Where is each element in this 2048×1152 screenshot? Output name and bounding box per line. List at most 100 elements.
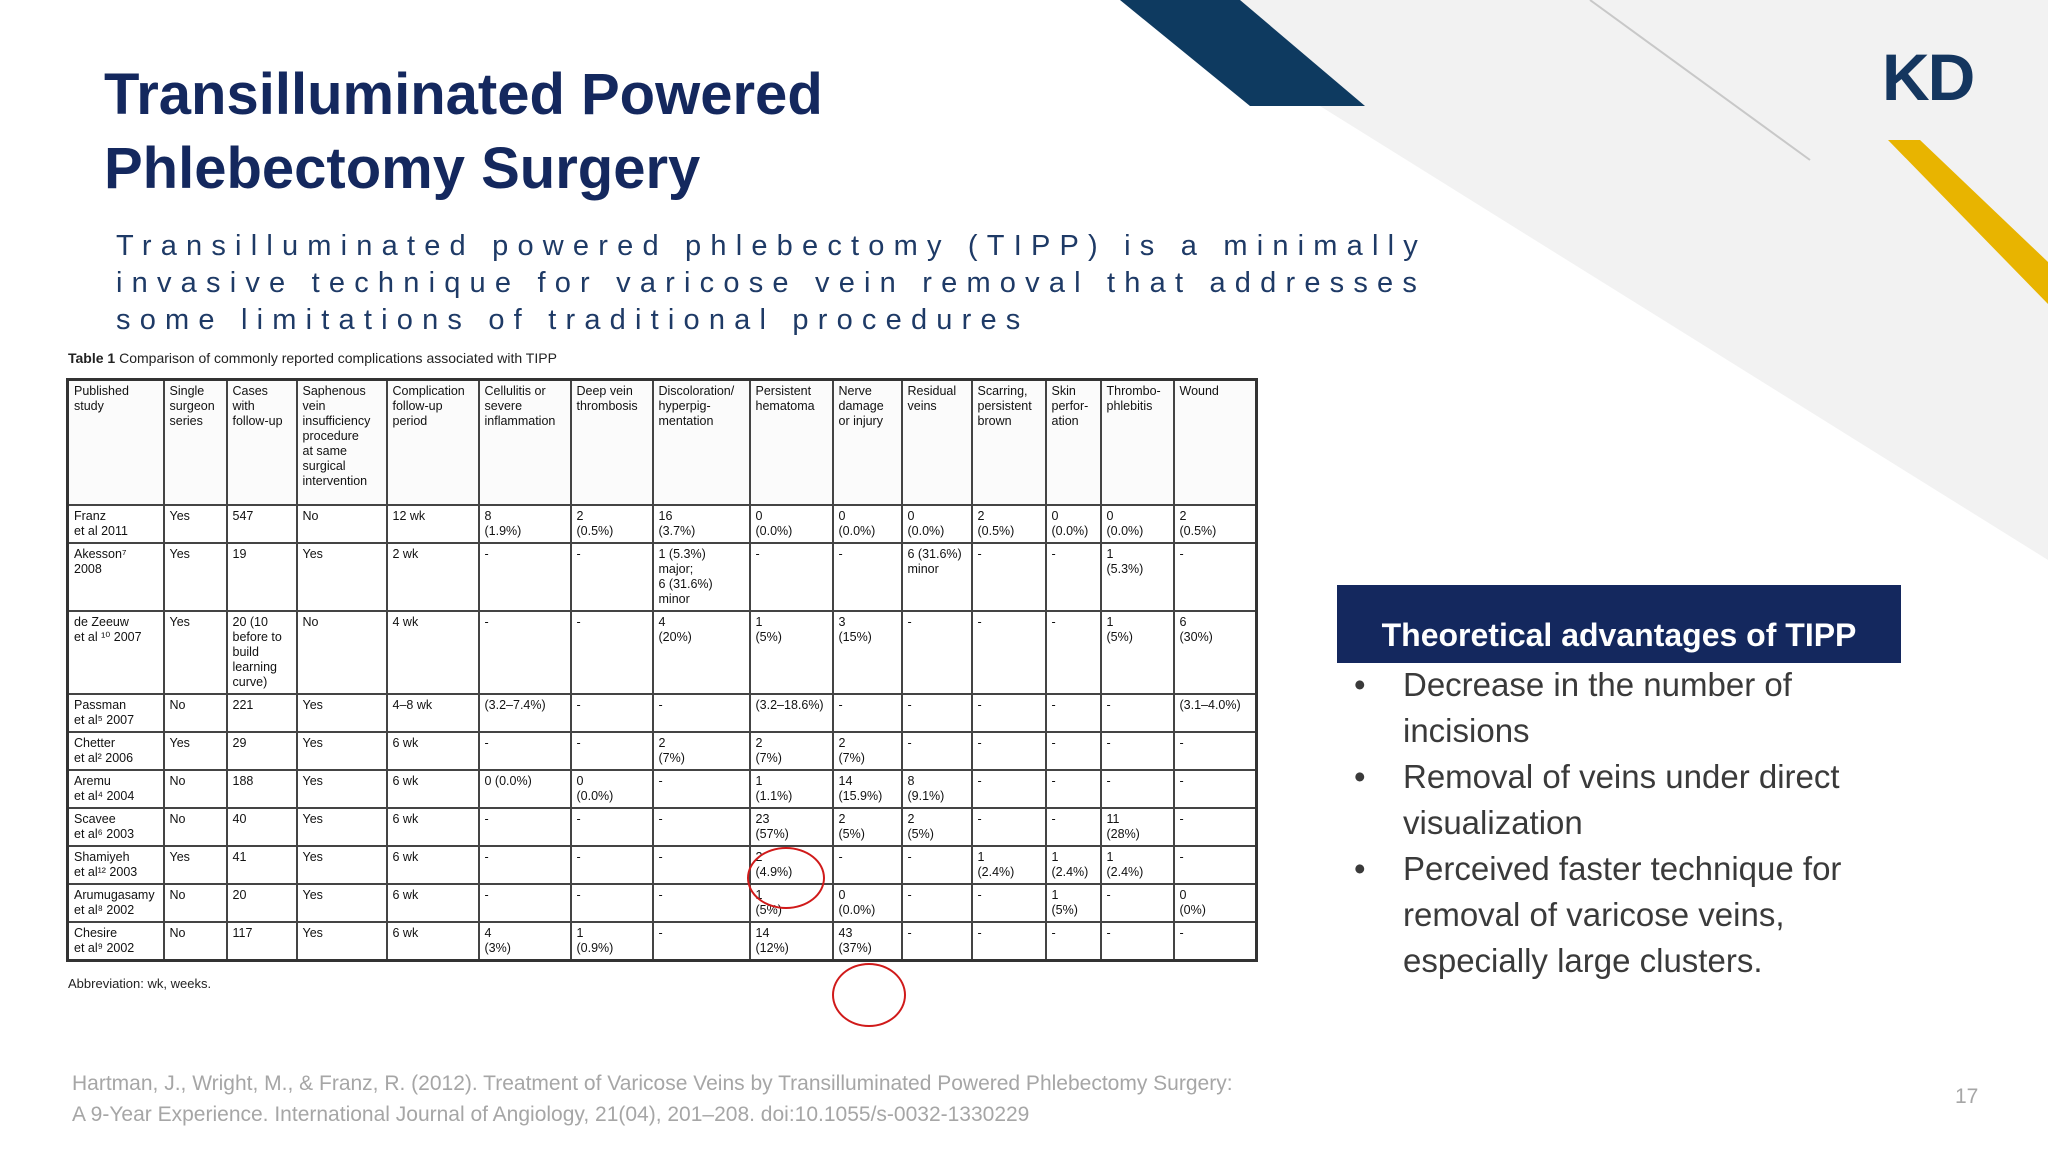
table-cell: - <box>1099 883 1175 923</box>
table-cell: Aremu et al⁴ 2004 <box>66 769 165 809</box>
table-cell: de Zeeuw et al ¹⁰ 2007 <box>66 610 165 695</box>
table-cell: 2 (5%) <box>831 807 903 847</box>
table-cell: - <box>569 542 654 612</box>
table-cell: No <box>295 610 388 695</box>
citation-line-2: A 9-Year Experience. International Journ… <box>72 1103 1030 1126</box>
table-cell: - <box>748 542 834 612</box>
advantage-text: Perceived faster technique for removal o… <box>1403 850 1842 979</box>
table-cell: - <box>831 542 903 612</box>
table-cell: Yes <box>295 769 388 809</box>
table-cell: Shamiyeh et al¹² 2003 <box>66 845 165 885</box>
table-cell: 23 (57%) <box>748 807 834 847</box>
table-cell: Yes <box>162 542 228 612</box>
table-cell: Yes <box>295 731 388 771</box>
table-cell: 0 (0.0%) <box>748 504 834 544</box>
table-cell: 6 (31.6%) minor <box>900 542 973 612</box>
table-cell: - <box>651 807 751 847</box>
table-header-cell: Cellulitis or severe inflammation <box>477 378 572 506</box>
table-cell: - <box>970 542 1047 612</box>
table-cell: - <box>569 731 654 771</box>
subtitle-line-3: some limitations of traditional procedur… <box>116 304 1030 336</box>
title-line-2: Phlebectomy Surgery <box>104 136 701 201</box>
table-cell: Passman et al⁵ 2007 <box>66 693 165 733</box>
table-cell: Chesire et al⁹ 2002 <box>66 921 165 962</box>
table-row: de Zeeuw et al ¹⁰ 2007 Yes 20 (10 before t… <box>66 610 1258 695</box>
table-cell: - <box>651 921 751 962</box>
table-cell: - <box>900 610 973 695</box>
complications-table: Published study Single surgeon series Case… <box>66 378 1258 962</box>
table-cell: 188 <box>225 769 298 809</box>
table-cell: 11 (28%) <box>1099 807 1175 847</box>
table-cell: (3.2–7.4%) <box>477 693 572 733</box>
slide-title: Transilluminated Powered Phlebectomy Sur… <box>104 58 1004 206</box>
table-cell: No <box>162 769 228 809</box>
table-cell: - <box>477 883 572 923</box>
table-cell: - <box>1099 921 1175 962</box>
table-cell: 1 (5.3%) major; 6 (31.6%) minor <box>651 542 751 612</box>
table-cell: - <box>970 610 1047 695</box>
table-cell: - <box>477 845 572 885</box>
table-cell: - <box>1099 693 1175 733</box>
table-header-cell: Cases with follow-up <box>225 378 298 506</box>
table-row: Chesire et al⁹ 2002 No 117 Yes 6 wk 4 (3%) 1 (… <box>66 921 1258 962</box>
table-cell: 41 <box>225 845 298 885</box>
table-cell: - <box>1044 921 1102 962</box>
table-header-cell: Thrombo- phlebitis <box>1099 378 1175 506</box>
table-cell: - <box>831 693 903 733</box>
table-cell: - <box>1172 921 1258 962</box>
table-header-cell: Single surgeon series <box>162 378 228 506</box>
table-cell: - <box>569 610 654 695</box>
table-row: Franz et al 2011 Yes 547 No 12 wk 8 (1.9%) 2 (… <box>66 504 1258 544</box>
table-cell: Akesson⁷ 2008 <box>66 542 165 612</box>
bullet-icon: • <box>1354 666 1366 703</box>
table-cell: 4–8 wk <box>385 693 480 733</box>
table-cell: - <box>970 883 1047 923</box>
advantage-text: Decrease in the number of incisions <box>1403 666 1792 749</box>
table-cell: - <box>1172 807 1258 847</box>
table-header-cell: Published study <box>66 378 165 506</box>
table-cell: - <box>1172 845 1258 885</box>
table-header-cell: Deep vein thrombosis <box>569 378 654 506</box>
advantage-item: • Perceived faster technique for removal … <box>1337 846 1937 984</box>
subtitle-line-2: invasive technique for varicose vein rem… <box>116 267 1427 299</box>
table-cell: - <box>900 921 973 962</box>
table-cell: 1 (2.4%) <box>1099 845 1175 885</box>
citation: Hartman, J., Wright, M., & Franz, R. (20… <box>72 1068 1372 1130</box>
table-cell: Yes <box>295 883 388 923</box>
table-cell: 20 (10 before to build learning curve) <box>225 610 298 695</box>
table-cell: 0 (0.0%) <box>831 883 903 923</box>
table-cell: - <box>651 769 751 809</box>
table-cell: No <box>295 504 388 544</box>
table-cell: No <box>162 693 228 733</box>
table-abbreviation: Abbreviation: wk, weeks. <box>68 976 212 991</box>
table-cell: 19 <box>225 542 298 612</box>
table-cell: - <box>1044 731 1102 771</box>
table-cell: 2 (7%) <box>651 731 751 771</box>
highlight-circle-nerve-damage <box>832 963 906 1027</box>
table-row: Scavee et al⁶ 2003 No 40 Yes 6 wk - - -23 (57%)… <box>66 807 1258 847</box>
table-cell: - <box>651 845 751 885</box>
table-cell: 20 <box>225 883 298 923</box>
table-cell: - <box>970 769 1047 809</box>
table-cell: 6 wk <box>385 807 480 847</box>
slide-subtitle: Transilluminated powered phlebectomy (TI… <box>116 228 1427 339</box>
advantages-list: • Decrease in the number of incisions • Rem… <box>1337 662 1937 984</box>
table-cell: 1 (5.3%) <box>1099 542 1175 612</box>
table-caption-text: Comparison of commonly reported complica… <box>119 350 557 366</box>
table-header-cell: Nerve damage or injury <box>831 378 903 506</box>
table-cell: 2 (0.5%) <box>1172 504 1258 544</box>
subtitle-line-1: Transilluminated powered phlebectomy (TI… <box>116 230 1427 262</box>
table-cell: Chetter et al² 2006 <box>66 731 165 771</box>
table-cell: - <box>1099 769 1175 809</box>
table-cell: 0 (0.0%) <box>900 504 973 544</box>
table-header-row: Published study Single surgeon series Case… <box>66 378 1258 506</box>
table-cell: 2 (5%) <box>900 807 973 847</box>
table-cell: Scavee et al⁶ 2003 <box>66 807 165 847</box>
table-row: Aremu et al⁴ 2004 No 188 Yes 6 wk 0 (0.0%) 0 (… <box>66 769 1258 809</box>
advantage-item: • Decrease in the number of incisions <box>1337 662 1937 754</box>
table-cell: No <box>162 807 228 847</box>
table-cell: Yes <box>162 610 228 695</box>
table-cell: 6 (30%) <box>1172 610 1258 695</box>
table-cell: 117 <box>225 921 298 962</box>
table-cell: - <box>1044 610 1102 695</box>
